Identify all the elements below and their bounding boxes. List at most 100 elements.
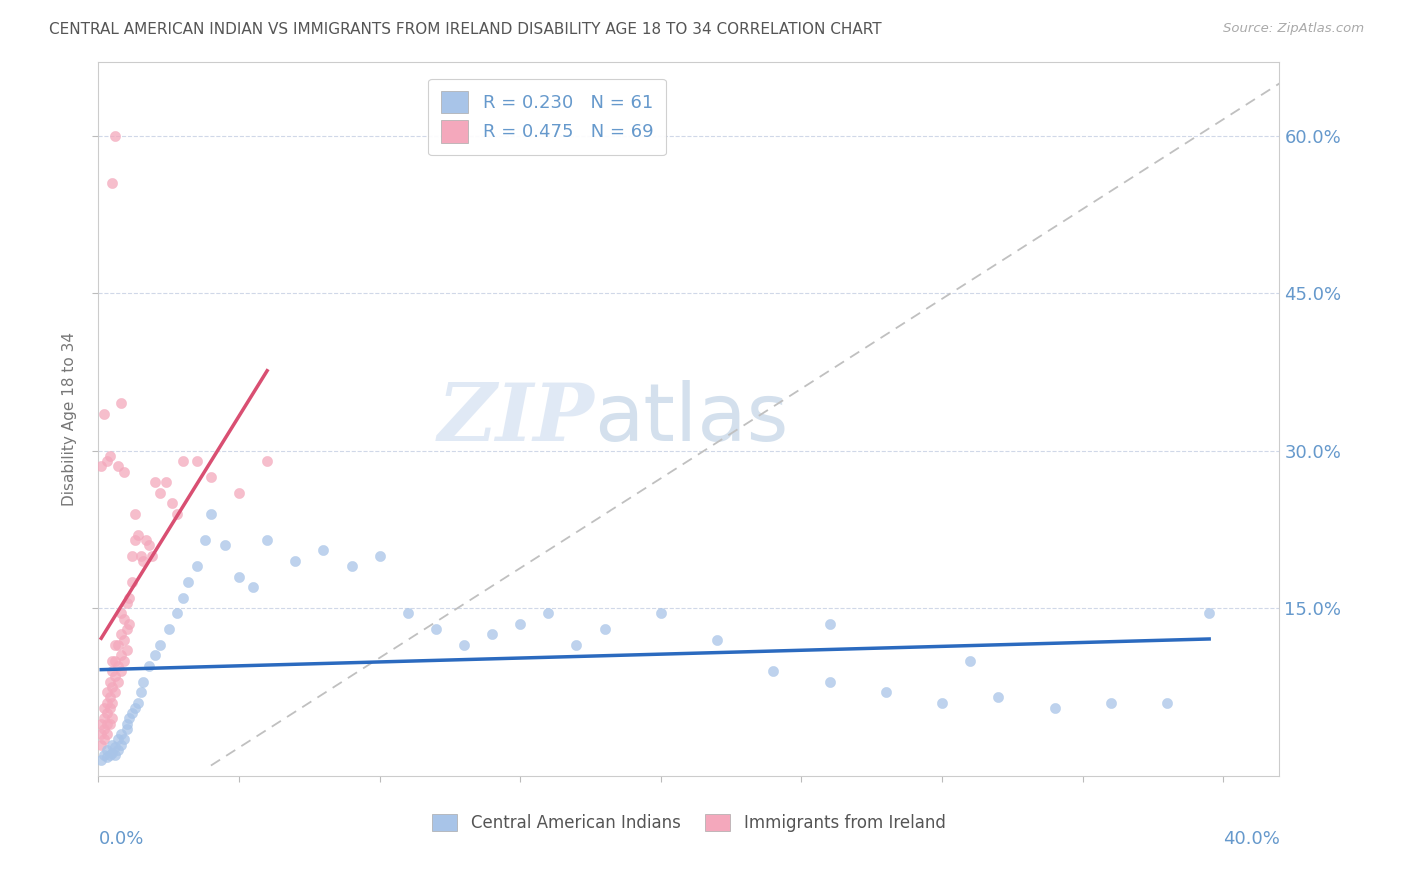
Point bbox=[104, 685, 127, 699]
Point bbox=[90, 459, 112, 474]
Point bbox=[110, 627, 132, 641]
Point bbox=[160, 496, 183, 510]
Point bbox=[93, 722, 115, 736]
Point bbox=[90, 753, 112, 767]
Point bbox=[228, 485, 250, 500]
Point bbox=[107, 743, 129, 757]
Point bbox=[124, 533, 146, 547]
Point bbox=[107, 732, 129, 747]
Point bbox=[110, 664, 132, 678]
Point bbox=[104, 128, 127, 143]
Point bbox=[706, 632, 728, 647]
Point bbox=[537, 607, 560, 621]
Point bbox=[112, 732, 135, 747]
Point bbox=[177, 574, 200, 589]
Point bbox=[818, 674, 841, 689]
Point bbox=[155, 475, 177, 490]
Point bbox=[115, 722, 138, 736]
Point bbox=[98, 449, 121, 463]
Point bbox=[101, 711, 124, 725]
Text: ZIP: ZIP bbox=[437, 381, 595, 458]
Point bbox=[96, 685, 118, 699]
Point bbox=[104, 669, 127, 683]
Point bbox=[132, 674, 155, 689]
Point bbox=[368, 549, 391, 563]
Point bbox=[166, 607, 188, 621]
Point bbox=[453, 638, 475, 652]
Point bbox=[186, 454, 208, 468]
Point bbox=[118, 591, 141, 605]
Point bbox=[143, 475, 166, 490]
Point bbox=[143, 648, 166, 663]
Point bbox=[93, 711, 115, 725]
Text: 0.0%: 0.0% bbox=[98, 830, 143, 847]
Point bbox=[93, 701, 115, 715]
Point bbox=[121, 574, 143, 589]
Point bbox=[509, 616, 531, 631]
Point bbox=[112, 612, 135, 626]
Point bbox=[284, 554, 307, 568]
Point bbox=[115, 596, 138, 610]
Point bbox=[101, 664, 124, 678]
Point bbox=[107, 638, 129, 652]
Point bbox=[107, 658, 129, 673]
Point bbox=[1198, 607, 1220, 621]
Point bbox=[107, 459, 129, 474]
Point bbox=[228, 569, 250, 583]
Point bbox=[172, 591, 194, 605]
Point bbox=[96, 454, 118, 468]
Text: CENTRAL AMERICAN INDIAN VS IMMIGRANTS FROM IRELAND DISABILITY AGE 18 TO 34 CORRE: CENTRAL AMERICAN INDIAN VS IMMIGRANTS FR… bbox=[49, 22, 882, 37]
Point bbox=[96, 750, 118, 764]
Point bbox=[242, 580, 264, 594]
Point bbox=[115, 716, 138, 731]
Point bbox=[138, 538, 160, 552]
Point bbox=[101, 746, 124, 760]
Point bbox=[110, 738, 132, 752]
Point bbox=[987, 690, 1010, 705]
Point bbox=[762, 664, 785, 678]
Point bbox=[104, 654, 127, 668]
Point bbox=[101, 680, 124, 694]
Point bbox=[101, 696, 124, 710]
Point bbox=[98, 674, 121, 689]
Point bbox=[107, 674, 129, 689]
Point bbox=[121, 549, 143, 563]
Point bbox=[98, 747, 121, 762]
Point bbox=[93, 407, 115, 421]
Point bbox=[101, 654, 124, 668]
Point bbox=[214, 538, 236, 552]
Point bbox=[98, 716, 121, 731]
Point bbox=[138, 658, 160, 673]
Point bbox=[650, 607, 672, 621]
Point bbox=[104, 739, 127, 754]
Point bbox=[132, 554, 155, 568]
Point bbox=[818, 616, 841, 631]
Point bbox=[129, 685, 152, 699]
Text: atlas: atlas bbox=[595, 380, 789, 458]
Point bbox=[112, 465, 135, 479]
Point bbox=[96, 696, 118, 710]
Point bbox=[118, 616, 141, 631]
Point bbox=[90, 727, 112, 741]
Point bbox=[141, 549, 163, 563]
Point bbox=[256, 454, 278, 468]
Point bbox=[396, 607, 419, 621]
Point bbox=[90, 716, 112, 731]
Point bbox=[1099, 696, 1122, 710]
Point bbox=[481, 627, 503, 641]
Point bbox=[312, 543, 335, 558]
Point bbox=[166, 507, 188, 521]
Point bbox=[129, 549, 152, 563]
Point bbox=[256, 533, 278, 547]
Point bbox=[104, 638, 127, 652]
Point bbox=[121, 706, 143, 720]
Point bbox=[98, 690, 121, 705]
Y-axis label: Disability Age 18 to 34: Disability Age 18 to 34 bbox=[62, 332, 77, 507]
Point bbox=[200, 470, 222, 484]
Point bbox=[340, 559, 363, 574]
Point bbox=[149, 638, 172, 652]
Point bbox=[115, 643, 138, 657]
Point bbox=[124, 701, 146, 715]
Point bbox=[931, 696, 953, 710]
Point bbox=[959, 654, 981, 668]
